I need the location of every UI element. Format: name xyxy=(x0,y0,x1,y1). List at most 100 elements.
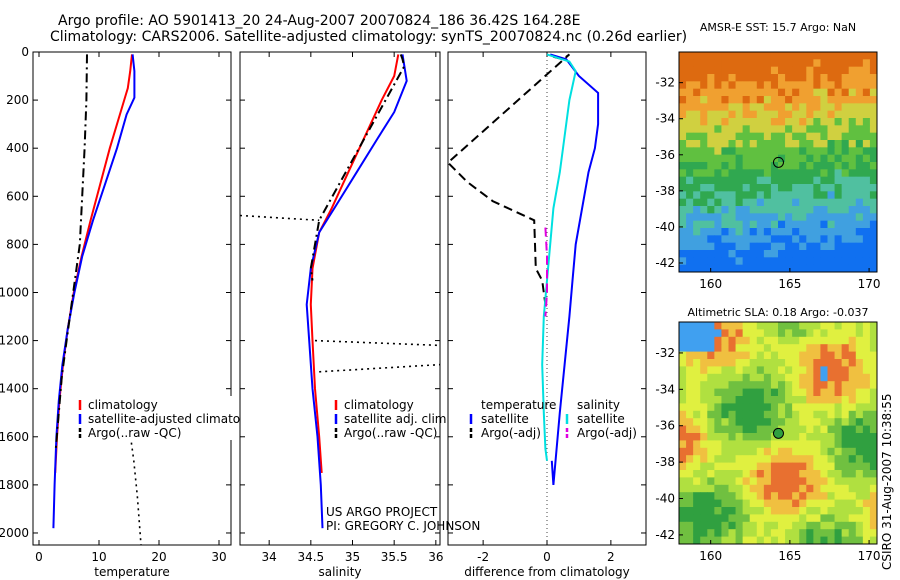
sst-map-cell xyxy=(686,103,694,112)
sst-map-cell xyxy=(735,103,744,112)
sst-map-cell xyxy=(778,213,786,222)
sla-map-cell xyxy=(778,418,786,426)
sla-map-cell xyxy=(792,403,800,412)
sla-map-cell xyxy=(763,492,772,500)
sla-map-cell xyxy=(785,447,793,456)
sla-map-cell xyxy=(841,403,850,412)
sla-map-cell xyxy=(778,492,786,500)
sla-map-cell xyxy=(749,329,758,338)
temperature-panel: 0 10 20 30020040060080010001200140016001800… xyxy=(0,45,258,579)
sst-map-cell xyxy=(820,184,828,192)
sla-map-cell xyxy=(785,381,793,389)
sla-map-cell xyxy=(742,521,751,530)
sla-map-cell xyxy=(827,507,835,515)
sla-map-cell xyxy=(813,373,821,382)
sla-map-cell xyxy=(834,440,843,449)
sst-map-cell xyxy=(679,264,687,273)
sla-map-cell xyxy=(749,477,758,486)
sla-map-cell xyxy=(763,447,772,456)
sst-map-cell xyxy=(735,81,744,90)
sst-map-cell xyxy=(721,88,729,97)
sla-map-cell xyxy=(799,322,807,330)
sst-map-title: AMSR-E SST: 15.7 Argo: NaN xyxy=(700,21,856,34)
sla-map-cell xyxy=(834,470,843,478)
sla-map-cell xyxy=(749,403,758,412)
sst-map-cell xyxy=(841,96,850,104)
sst-map-cell xyxy=(841,162,850,170)
sla-map-cell xyxy=(785,521,793,530)
sst-map-cell xyxy=(834,132,843,141)
sla-map-cell xyxy=(686,329,694,338)
sla-map-cell xyxy=(693,462,701,471)
sla-map-cell xyxy=(806,470,814,478)
sst-map-cell xyxy=(806,59,814,68)
sla-map-cell xyxy=(799,388,807,397)
sla-map-cell xyxy=(806,507,814,515)
difference-series-group xyxy=(448,53,600,485)
sst-map-cell xyxy=(742,132,751,141)
temperature-ytick-label: 800 xyxy=(6,237,29,251)
sla-map-cell xyxy=(700,351,708,360)
sst-map-cell xyxy=(785,110,793,119)
sla-map-cell xyxy=(855,455,864,463)
sla-map-cell xyxy=(806,433,814,441)
sla-map-cell xyxy=(693,536,701,545)
sst-map-cell xyxy=(756,81,765,90)
sla-map-cell xyxy=(763,418,772,426)
sst-map-cell xyxy=(763,132,772,141)
sst-map-cell xyxy=(869,103,878,112)
sla-map-cell xyxy=(700,366,708,375)
sla-map-cell xyxy=(735,462,744,471)
sla-map-cell xyxy=(728,381,736,389)
sst-map-cell xyxy=(742,140,751,148)
sst-map-cell xyxy=(806,264,814,273)
sla-map-cell xyxy=(792,359,800,367)
sst-map-cell xyxy=(686,242,694,251)
sla-map-cell xyxy=(693,507,701,515)
sla-map-cell xyxy=(778,329,786,338)
sst-map-cell xyxy=(700,125,708,134)
sst-map-cell xyxy=(778,66,786,75)
sla-map-cell xyxy=(855,462,864,471)
sst-map-cell xyxy=(756,132,765,141)
sst-map-cell xyxy=(707,147,715,156)
sla-map-cell xyxy=(714,536,722,545)
temperature-ytick-label: 1600 xyxy=(0,430,29,444)
sst-map-cell xyxy=(792,140,800,148)
sst-map-cell xyxy=(834,169,843,178)
sst-map-cell xyxy=(742,198,751,207)
sst-map-cell xyxy=(806,176,814,185)
sst-map-cell xyxy=(799,176,807,185)
sla-map-cell xyxy=(785,344,793,352)
sla-map-cell xyxy=(792,410,800,419)
sla-map-cell xyxy=(686,351,694,360)
sst-map-cell xyxy=(700,59,708,68)
sst-map-cell xyxy=(707,154,715,163)
sst-map-cell xyxy=(841,154,850,163)
sla-map-cell xyxy=(714,462,722,471)
sst-map-cell xyxy=(806,198,814,207)
sst-map-cell xyxy=(770,125,779,134)
sst-map-cell xyxy=(813,125,821,134)
sla-map-cell xyxy=(820,336,828,345)
sst-map-cell xyxy=(749,198,758,207)
sla-map-cell xyxy=(714,410,722,419)
sst-map-cell xyxy=(862,118,871,126)
sst-map-cell xyxy=(855,88,864,97)
sla-map-cell xyxy=(742,514,751,523)
sst-map-cell xyxy=(679,147,687,156)
sst-map-cell xyxy=(813,147,821,156)
sst-map-cell xyxy=(785,96,793,104)
sst-map-cell xyxy=(862,264,871,273)
sla-map-cell xyxy=(799,410,807,419)
sst-map-cell xyxy=(813,81,821,90)
sst-map-cell xyxy=(770,235,779,244)
sla-map-cell xyxy=(834,462,843,471)
sst-map-cell xyxy=(728,169,736,178)
sla-map-cell xyxy=(785,418,793,426)
temperature-legend-bg xyxy=(76,396,236,440)
sst-map-cell xyxy=(735,154,744,163)
sst-map-cell xyxy=(813,154,821,163)
sst-map-cell xyxy=(700,220,708,229)
sla-map-cell xyxy=(686,484,694,493)
